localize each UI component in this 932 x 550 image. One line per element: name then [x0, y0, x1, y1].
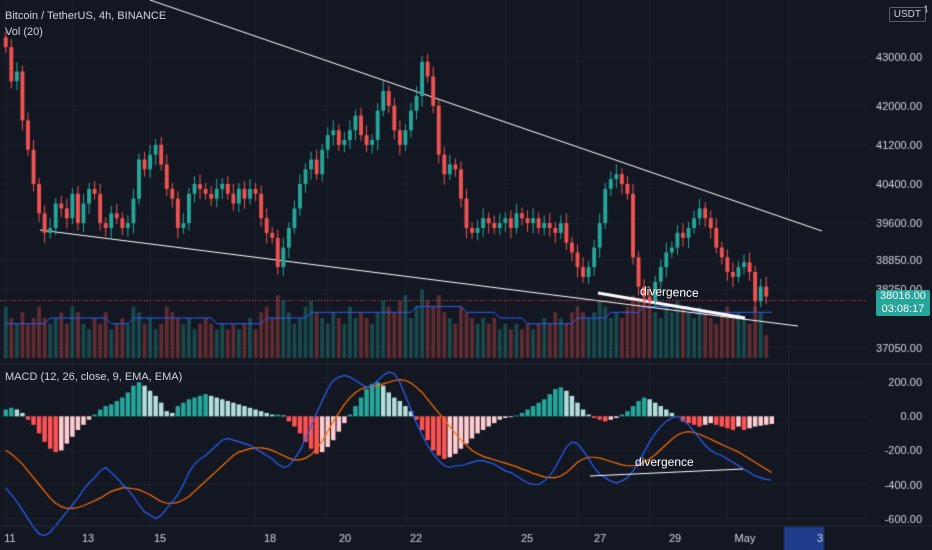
- candle-countdown: 03:08:17: [881, 303, 925, 315]
- macd-divergence-label: divergence: [635, 455, 694, 469]
- currency-selector[interactable]: USDT: [888, 7, 926, 22]
- volume-indicator-label: Vol (20): [5, 26, 43, 38]
- macd-indicator-label: MACD (12, 26, close, 9, EMA, EMA): [5, 371, 183, 383]
- price-divergence-label: divergence: [639, 283, 699, 301]
- current-price-value: 38016.00: [880, 290, 926, 302]
- current-price-tag: 38016.00 03:08:17: [876, 290, 930, 316]
- symbol-title: Bitcoin / TetherUS, 4h, BINANCE: [5, 10, 167, 22]
